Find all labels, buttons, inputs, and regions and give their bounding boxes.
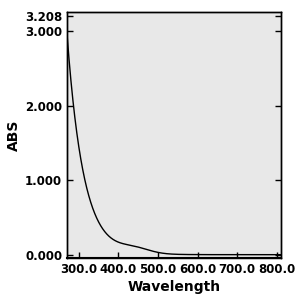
Y-axis label: ABS: ABS (7, 119, 21, 151)
X-axis label: Wavelength: Wavelength (127, 280, 221, 295)
